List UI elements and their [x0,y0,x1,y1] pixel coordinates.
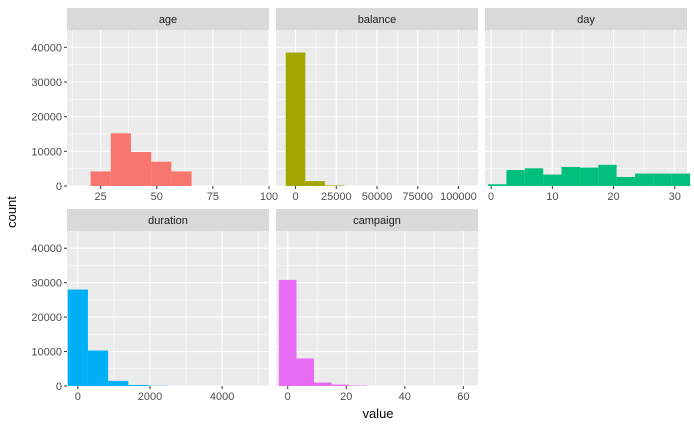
x-tick-label: 0 [75,391,81,403]
histogram-bar-day-9 [653,173,672,186]
histogram-bar-age-3 [151,161,172,186]
histogram-bar-balance-1 [305,181,325,186]
histogram-bar-day-2 [524,168,544,186]
x-axis-title: value [362,406,393,421]
x-tick-label: 100 [260,191,278,203]
histogram-bar-day-4 [561,166,580,186]
histogram-bar-campaign-2 [314,382,332,386]
facet-strip-duration [67,209,269,231]
histogram-bar-balance-2 [324,185,345,186]
x-tick-label: 0 [488,191,494,203]
histogram-bar-age-2 [130,152,152,186]
histogram-bar-campaign-3 [331,384,350,386]
x-tick-label: 25 [95,191,107,203]
y-tick-label: 30000 [31,77,62,89]
y-axis-title: count [4,196,19,228]
facet-strip-age [67,8,269,30]
histogram-bar-duration-2 [108,380,129,386]
facet-panel-age: age 25 50 75 100 0 10000 20000 30000 40000 [31,8,278,203]
x-tick-label: 50 [151,191,163,203]
x-tick-label: 2000 [138,391,162,403]
x-tick-label: 25000 [321,191,352,203]
histogram-bar-campaign-1 [296,358,315,386]
facet-strip-label-duration: duration [148,215,188,227]
histogram-bar-day-7 [616,176,635,186]
facet-panel-campaign: campaign 0 20 40 60 [276,209,478,403]
histogram-bar-duration-0 [67,289,88,386]
panel-background-day [485,30,687,186]
histogram-bar-day-0 [488,184,507,186]
x-tick-label: 4000 [210,391,234,403]
histogram-bar-day-6 [598,164,617,186]
y-tick-label: 40000 [31,42,62,54]
x-tick-label: 10 [546,191,558,203]
x-tick-label: 75000 [402,191,433,203]
y-tick-label: 20000 [31,312,62,324]
y-tick-label: 10000 [31,347,62,359]
y-tick-label: 40000 [31,243,62,255]
y-tick-label: 0 [56,181,62,193]
y-tick-label: 30000 [31,278,62,290]
x-tick-label: 0 [285,391,291,403]
facet-panel-balance: balance 0 25000 50000 75000 100000 [276,8,478,203]
histogram-bar-day-1 [506,170,525,186]
facet-strip-label-balance: balance [358,14,397,26]
facet-strip-label-campaign: campaign [353,215,401,227]
facet-strip-campaign [276,209,478,231]
histogram-bar-duration-3 [128,384,149,386]
histogram-bar-day-8 [634,173,654,186]
histogram-bar-balance-0 [285,52,306,187]
histogram-bar-duration-1 [87,350,109,386]
histogram-bar-campaign-0 [278,279,297,386]
histogram-bar-day-3 [543,174,562,186]
facet-strip-label-day: day [577,14,595,26]
x-tick-label: 50000 [362,191,393,203]
x-tick-label: 75 [207,191,219,203]
facet-strip-label-age: age [159,14,177,26]
histogram-bar-age-0 [90,171,111,186]
facet-strip-balance [276,8,478,30]
facet-panel-day: day 0 10 20 30 [485,8,691,203]
histogram-bar-day-10 [671,173,691,186]
histogram-bar-day-5 [579,167,599,186]
y-tick-label: 10000 [31,146,62,158]
x-tick-label: 20 [340,391,352,403]
x-tick-label: 0 [292,191,298,203]
histogram-bar-age-1 [110,133,131,186]
facet-strip-day [485,8,687,30]
x-tick-label: 60 [457,391,469,403]
y-tick-label: 20000 [31,112,62,124]
x-tick-label: 20 [607,191,619,203]
histogram-bar-age-4 [171,171,192,186]
y-tick-label: 0 [56,381,62,393]
x-tick-label: 40 [399,391,411,403]
x-tick-label: 100000 [440,191,477,203]
x-tick-label: 30 [669,191,681,203]
